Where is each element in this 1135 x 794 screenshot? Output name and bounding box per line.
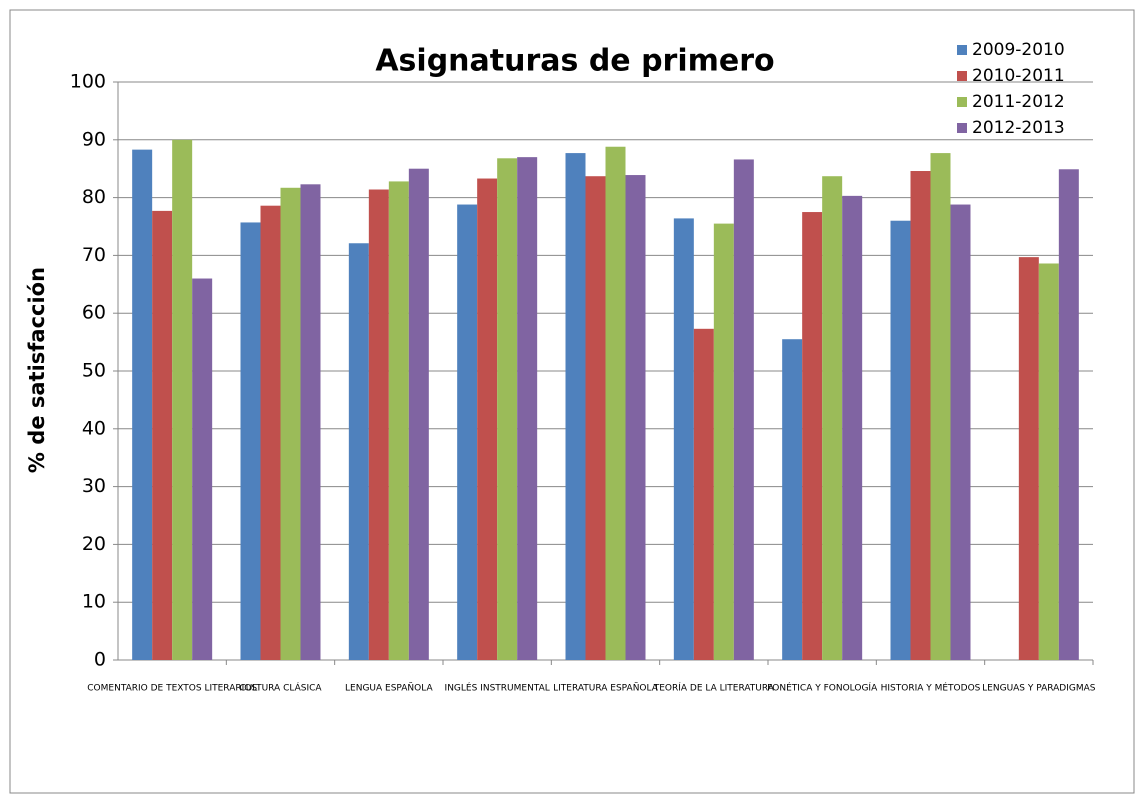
bar <box>132 149 153 660</box>
bar <box>673 218 694 660</box>
bar <box>802 212 823 661</box>
bar <box>260 205 281 660</box>
bar <box>1018 257 1039 660</box>
bar <box>733 159 754 660</box>
legend-swatch <box>957 45 967 55</box>
y-tick-label: 40 <box>82 417 106 439</box>
y-axis-label: % de satisfacción <box>25 267 49 473</box>
x-tick-label: LITERATURA ESPAÑOLA <box>553 683 659 694</box>
bar <box>693 328 714 660</box>
bar <box>625 175 646 661</box>
legend-swatch <box>957 71 967 81</box>
bar <box>300 184 321 660</box>
legend-label: 2010-2011 <box>972 66 1065 86</box>
y-tick-label: 100 <box>70 71 106 93</box>
bar <box>240 222 261 661</box>
chart-title: Asignaturas de primero <box>375 44 774 79</box>
y-tick-label: 80 <box>82 186 106 208</box>
x-tick-label: LENGUA ESPAÑOLA <box>345 683 433 694</box>
bar <box>388 181 409 660</box>
x-tick-label: CULTURA CLÁSICA <box>239 682 322 694</box>
bar <box>408 168 429 660</box>
legend-label: 2009-2010 <box>972 40 1065 60</box>
x-tick-label: INGLÉS INSTRUMENTAL <box>445 682 550 694</box>
bar <box>368 189 389 660</box>
bar <box>348 243 369 660</box>
y-tick-label: 30 <box>82 475 106 497</box>
legend-label: 2011-2012 <box>972 92 1065 112</box>
x-tick-label: TEORÍA DE LA LITERATURA <box>653 682 775 694</box>
x-tick-label: COMENTARIO DE TEXTOS LITERARIOS <box>87 684 257 694</box>
legend-swatch <box>957 123 967 133</box>
x-tick-label: FONÉTICA Y FONOLOGÍA <box>767 682 878 694</box>
bar <box>713 223 734 661</box>
legend-swatch <box>957 97 967 107</box>
bar <box>152 210 173 661</box>
x-tick-label: HISTORIA Y MÉTODOS <box>881 682 981 694</box>
y-tick-label: 0 <box>94 649 106 671</box>
y-tick-label: 90 <box>82 128 106 150</box>
bar <box>280 187 301 661</box>
bar <box>950 204 971 660</box>
bar <box>517 157 538 660</box>
y-tick-label: 50 <box>82 360 106 382</box>
y-tick-label: 10 <box>82 591 106 613</box>
bar <box>890 220 911 660</box>
bar <box>477 178 498 660</box>
bar <box>565 153 586 660</box>
bar <box>192 278 213 660</box>
y-tick-label: 60 <box>82 302 106 324</box>
bar <box>585 176 606 661</box>
y-tick-label: 70 <box>82 244 106 266</box>
legend-label: 2012-2013 <box>972 118 1065 138</box>
y-tick-label: 20 <box>82 533 106 555</box>
bar <box>497 158 518 660</box>
bar <box>1038 263 1059 660</box>
bar <box>457 204 478 660</box>
x-tick-label: LENGUAS Y PARADIGMAS <box>982 684 1096 694</box>
bar <box>822 176 843 661</box>
bar <box>172 139 193 661</box>
bar <box>910 171 931 660</box>
bar <box>782 339 803 660</box>
bar <box>842 195 863 660</box>
bar <box>1058 169 1079 660</box>
bar <box>930 153 951 660</box>
bar <box>605 146 626 661</box>
